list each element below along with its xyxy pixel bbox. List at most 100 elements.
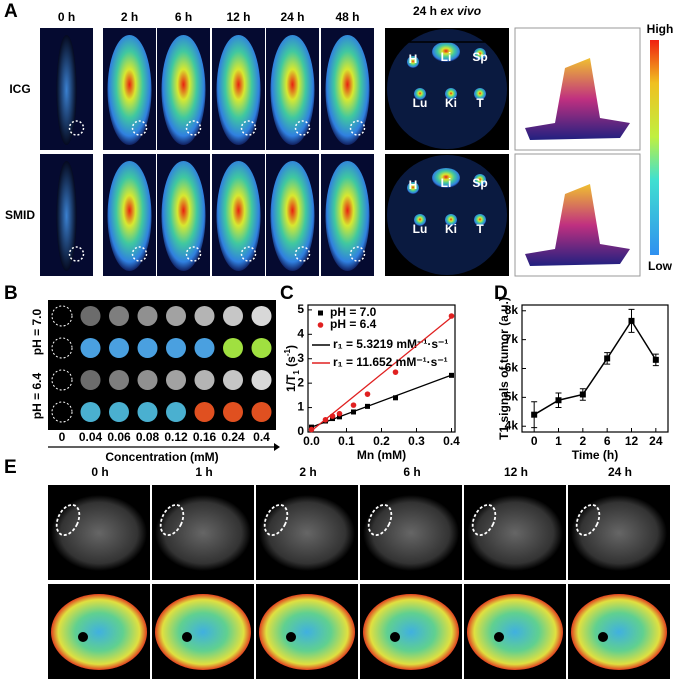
x-tick-label: 0.4: [443, 434, 460, 448]
well: [137, 402, 158, 422]
well: [251, 306, 272, 326]
time-label: 1 h: [195, 465, 212, 479]
organ: [407, 182, 419, 194]
point: [652, 356, 659, 363]
tumor-circle: [349, 246, 366, 262]
concentration-label: 0.12: [164, 430, 188, 444]
legend-label: pH = 7.0: [330, 305, 377, 319]
fit-line: [311, 316, 452, 432]
plot-frame: [521, 304, 669, 433]
organ-label: Lu: [413, 96, 428, 110]
well: [109, 370, 129, 390]
organ-label: Ki: [445, 96, 457, 110]
organ-label: Sp: [472, 50, 487, 64]
point: [604, 355, 611, 362]
point: [449, 372, 454, 378]
bracket: [389, 36, 505, 43]
map-slice: [259, 594, 355, 670]
well: [166, 370, 186, 390]
point: [579, 391, 586, 398]
point: [628, 317, 635, 324]
tumor-outline: [159, 503, 185, 537]
mri-slice: [467, 495, 563, 571]
point: [336, 410, 343, 417]
tumor-circle: [240, 246, 257, 262]
organ-label: H: [409, 178, 418, 192]
well: [251, 402, 272, 422]
y-title-part: 1: [292, 370, 301, 375]
well: [194, 402, 215, 422]
row-label: ICG: [9, 82, 30, 96]
y-title-part: (s: [284, 356, 298, 370]
mouse-signal: [270, 161, 315, 271]
time-label: 2 h: [299, 465, 316, 479]
tumor-circle: [131, 120, 148, 136]
x-tick-label: 6: [604, 434, 611, 448]
point: [350, 402, 357, 408]
organ: [445, 214, 457, 226]
panel-letter: B: [4, 283, 18, 304]
y-tick-label: 8k: [505, 303, 519, 317]
y-tick-label: 5: [297, 302, 304, 316]
well: [166, 402, 186, 422]
organ: [432, 42, 460, 62]
map-hole: [286, 632, 296, 642]
well: [194, 338, 215, 358]
organ: [474, 88, 486, 100]
concentration-label: 0.16: [193, 430, 217, 444]
title-italic: ex vivo: [440, 4, 481, 18]
concentration-label: 0.06: [107, 430, 131, 444]
legend-label: r₁ = 11.652 mM⁻¹·s⁻¹: [333, 355, 448, 369]
point: [393, 395, 398, 401]
map-hole: [494, 632, 504, 642]
tumor-outline: [575, 503, 601, 537]
tumor-circle: [294, 120, 311, 136]
concentration-label: 0.24: [221, 430, 245, 444]
tumor-outline: [263, 503, 289, 537]
legend-marker: [318, 310, 323, 316]
organ-label: Sp: [472, 176, 487, 190]
time-label: 6 h: [403, 465, 420, 479]
mri-slice: [571, 495, 667, 571]
mri-slice: [51, 495, 147, 571]
y-title-part: -1: [283, 348, 292, 356]
mouse-signal: [56, 161, 77, 271]
well: [80, 306, 101, 326]
well: [137, 338, 158, 358]
well: [223, 370, 243, 390]
mouse-signal: [56, 35, 77, 145]
mouse-signal: [161, 35, 206, 145]
map-slice: [155, 594, 251, 670]
map-hole: [598, 632, 608, 642]
organ: [474, 214, 486, 226]
well: [109, 402, 129, 422]
mouse-signal: [216, 35, 261, 145]
map-hole: [182, 632, 192, 642]
x-axis-title: Mn (mM): [357, 448, 406, 462]
well: [223, 402, 243, 422]
title-text: 24 h: [413, 4, 440, 18]
colorbar-label: Low: [648, 259, 673, 273]
legend-label: pH = 6.4: [330, 317, 377, 331]
mouse-signal: [161, 161, 206, 271]
well: [166, 306, 186, 326]
organ: [407, 56, 419, 68]
y-tick-label: 0: [297, 424, 304, 438]
time-label: 24 h: [280, 10, 304, 24]
point: [308, 426, 315, 433]
row-label: pH = 7.0: [30, 309, 44, 356]
organ-label: Ki: [445, 222, 457, 236]
arrow-head: [274, 443, 280, 451]
point: [531, 411, 538, 418]
concentration-label: 0.04: [79, 430, 103, 444]
y-tick-label: 4k: [505, 418, 519, 432]
row-label: SMID: [5, 208, 35, 222]
time-label: 12 h: [504, 465, 528, 479]
mouse-signal: [107, 35, 152, 145]
legend-label: r₁ = 5.3219 mM⁻¹·s⁻¹: [333, 337, 448, 351]
mouse-signal: [270, 35, 315, 145]
well: [137, 306, 158, 326]
mri-slice: [155, 495, 251, 571]
x-tick-label: 0: [531, 434, 538, 448]
point: [337, 414, 342, 420]
